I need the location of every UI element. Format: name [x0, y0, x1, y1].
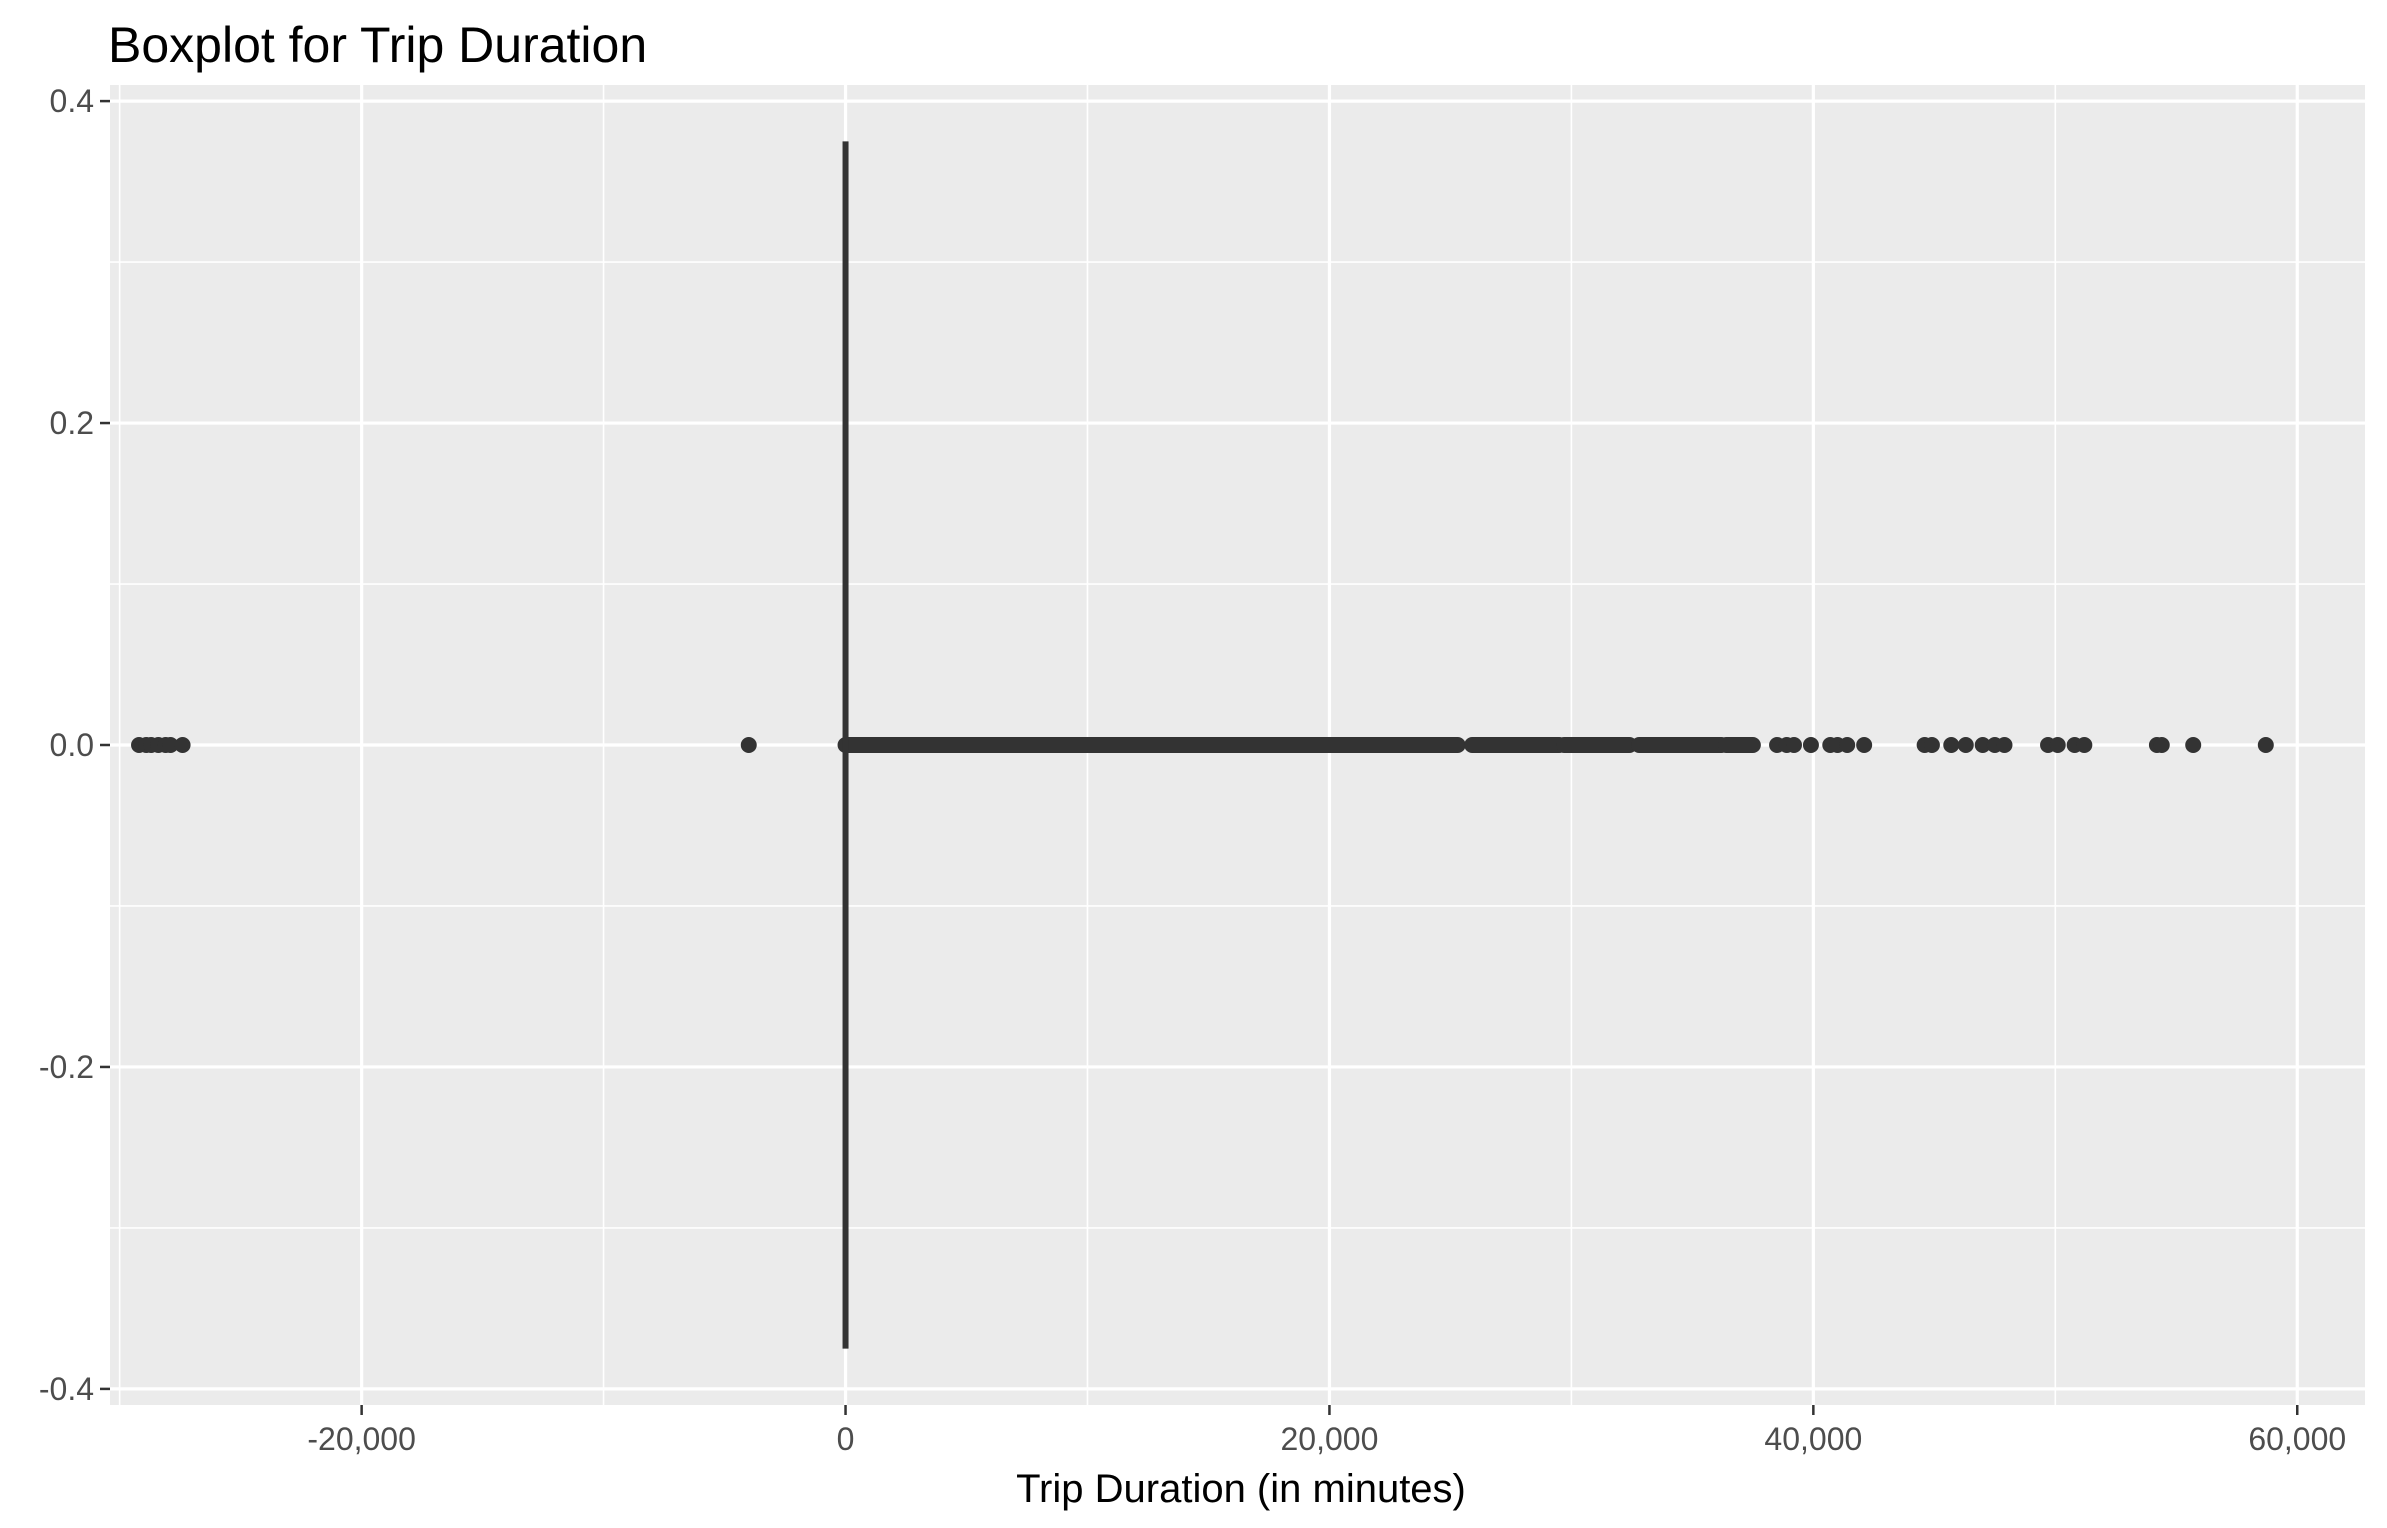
outlier-point [1839, 737, 1856, 753]
outlier-point [1856, 737, 1873, 753]
outlier-point [162, 737, 179, 753]
chart-title: Boxplot for Trip Duration [108, 17, 647, 73]
outlier-point [740, 737, 757, 753]
outlier-point [1996, 737, 2013, 753]
x-tick-label: -20,000 [307, 1421, 416, 1457]
y-tick-label: 0.0 [50, 727, 94, 763]
y-tick-label: 0.2 [50, 405, 94, 441]
axis-ticks [100, 99, 2299, 1415]
outlier-point [1923, 737, 1940, 753]
tick-labels: -20,000 0 20,000 40,000 60,000 -0.4 -0.2 0.0 0.2… [39, 83, 2346, 1457]
outlier-point [1785, 737, 1802, 753]
outlier-point [2153, 737, 2170, 753]
outlier-layer [131, 737, 2274, 753]
outlier-point [174, 737, 191, 753]
y-tick-label: -0.4 [39, 1371, 94, 1407]
x-tick-label: 20,000 [1281, 1421, 1379, 1457]
x-tick-label: 60,000 [2248, 1421, 2346, 1457]
x-axis-label: Trip Duration (in minutes) [1016, 1467, 1466, 1511]
x-tick-label: 0 [837, 1421, 855, 1457]
x-tick-label: 40,000 [1764, 1421, 1862, 1457]
outlier-point [1943, 737, 1960, 753]
outlier-point [2049, 737, 2066, 753]
y-tick-label: -0.2 [39, 1049, 94, 1085]
outlier-point [2076, 737, 2093, 753]
outlier-point [1802, 737, 1819, 753]
y-tick-label: 0.4 [50, 83, 94, 119]
outlier-point [1974, 737, 1991, 753]
outlier-point [1957, 737, 1974, 753]
outlier-point [2257, 737, 2274, 753]
outlier-point [2185, 737, 2202, 753]
